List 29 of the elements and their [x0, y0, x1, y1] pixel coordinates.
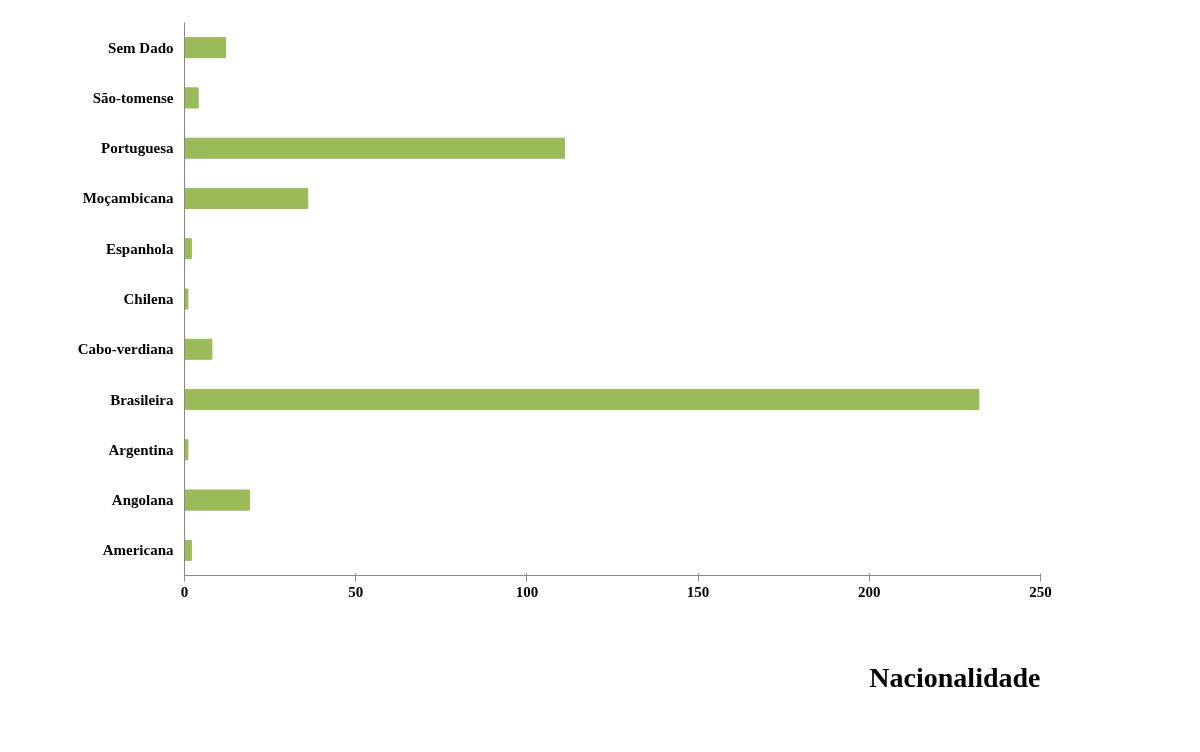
x-tick-label: 200: [858, 583, 881, 600]
bar: [184, 37, 227, 59]
x-tick-label: 150: [686, 583, 710, 600]
y-tick-label: Sem Dado: [108, 39, 174, 56]
y-tick-label: São-tomense: [92, 89, 174, 106]
y-tick-label: Americana: [102, 542, 174, 559]
bar: [184, 238, 192, 260]
y-tick-label: Espanhola: [105, 240, 174, 257]
y-tick-label: Chilena: [123, 291, 174, 307]
text: Nacionalidade: [869, 661, 1041, 693]
y-tick-label: Portuguesa: [101, 140, 174, 157]
bar: [184, 187, 309, 210]
bar: [184, 137, 566, 159]
bar: [184, 489, 251, 511]
bar: [184, 388, 980, 411]
x-tick-label: 50: [348, 583, 364, 600]
x-tick-label: 0: [180, 583, 189, 600]
x-tick-label: 100: [515, 583, 539, 600]
bar: [184, 288, 189, 310]
bar: [184, 539, 192, 561]
y-tick-label: Angolana: [111, 492, 174, 509]
y-tick-label: Brasileira: [110, 391, 174, 408]
bar: [184, 338, 213, 360]
y-tick-label: Argentina: [108, 441, 174, 458]
x-tick-label: 250: [1029, 583, 1052, 600]
y-tick-label: Cabo-verdiana: [77, 341, 174, 358]
bar: [184, 439, 189, 461]
y-tick-label: Moçambicana: [82, 190, 174, 207]
bar: [184, 87, 199, 109]
